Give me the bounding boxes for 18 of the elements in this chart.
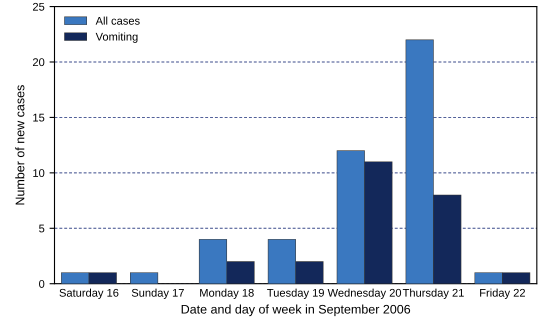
x-tick-label: Friday 22 [480,288,525,299]
y-tick-label: 25 [32,2,44,11]
y-axis-title: Number of new cases [15,85,24,205]
legend-label: Vomiting [96,32,138,43]
bar [130,272,158,284]
x-tick-label: Monday 18 [200,288,254,299]
x-tick-label: Wednesday 20 [328,288,402,299]
y-tick-label: 10 [33,169,44,177]
x-tick-label: Thursday 21 [402,288,464,299]
y-tick-label: 15 [33,114,44,122]
x-axis-title: Date and day of week in September 2006 [182,304,410,316]
legend-label: All cases [96,16,140,25]
y-tick-label: 0 [39,280,44,288]
y-tick-label: 20 [32,58,44,66]
x-tick-label: Sunday 17 [132,288,184,299]
x-tick-label: Saturday 16 [60,288,118,299]
x-tick-label: Tuesday 19 [267,288,324,299]
y-tick-label: 5 [39,224,44,232]
